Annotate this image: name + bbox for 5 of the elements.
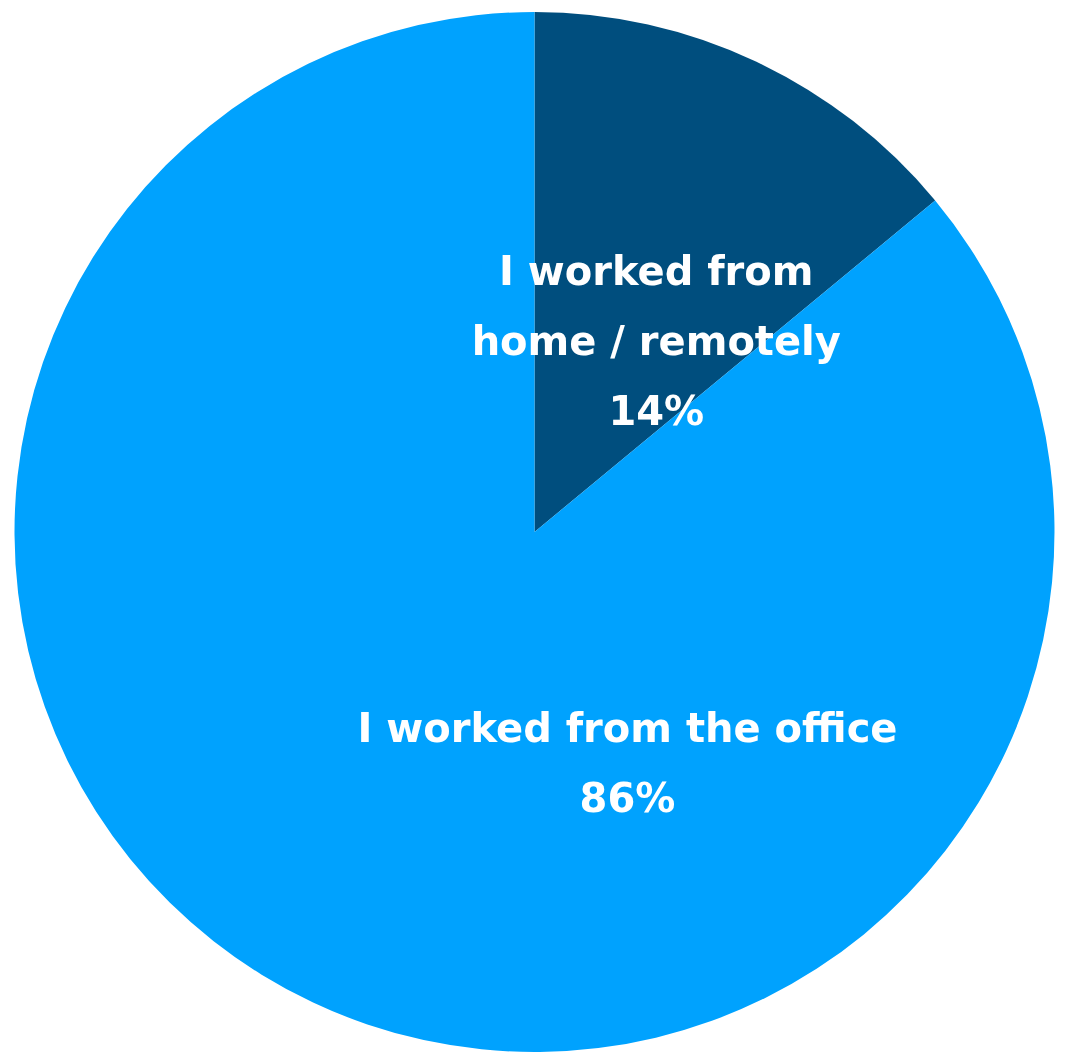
data-label: 14% [608, 388, 705, 435]
slice-label: I worked from home / remotely [471, 248, 841, 365]
pie-slice [14, 12, 1054, 1052]
slice-label: I worked from the office [357, 704, 898, 751]
data-label: 86% [579, 774, 676, 821]
